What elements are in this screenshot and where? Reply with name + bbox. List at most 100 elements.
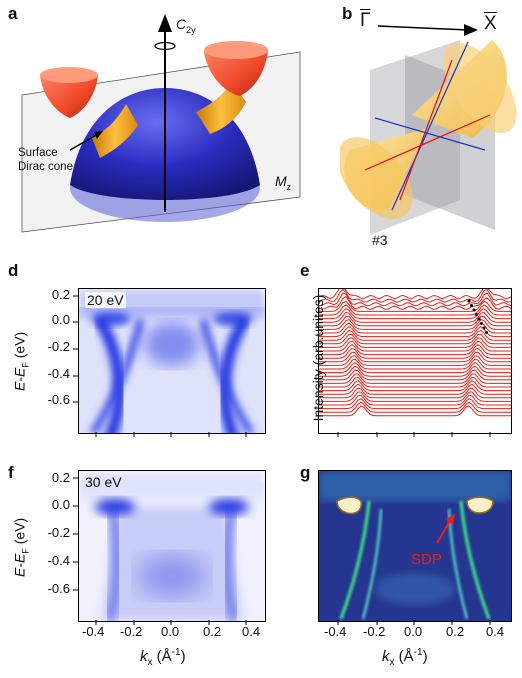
g-bulk-speckle xyxy=(375,573,455,605)
d-photon-energy: 20 eV xyxy=(85,292,126,308)
panel-letter-e: e xyxy=(300,261,310,280)
d-ytick: -0.4 xyxy=(47,366,70,381)
f-ytick: -0.4 xyxy=(47,553,70,568)
edc-curve xyxy=(319,289,511,300)
edc-curve xyxy=(319,355,511,366)
g-sdp-label: SDP xyxy=(411,551,442,568)
edc-peak-marker xyxy=(472,308,476,312)
d-ytick: 0.2 xyxy=(51,287,70,302)
cut-number-label: #3 xyxy=(372,232,388,248)
f-xtick: 0.0 xyxy=(161,624,180,639)
surface-dirac-cone-annotation: Surface Dirac cone xyxy=(18,147,73,173)
edc-curve xyxy=(319,394,511,406)
edc-curve xyxy=(319,296,511,310)
f-xtick: -0.2 xyxy=(120,624,143,639)
edc-curve xyxy=(319,337,511,348)
edc-curve xyxy=(319,300,511,312)
edc-curve xyxy=(319,358,511,370)
panel-letter-b: b xyxy=(342,4,353,23)
edc-curve xyxy=(319,387,511,399)
f-xtick: 0.4 xyxy=(242,624,261,639)
edc-curve xyxy=(319,289,511,303)
panel-a-illustration xyxy=(21,14,301,233)
edc-peak-marker xyxy=(477,317,481,321)
f-ytick: 0.0 xyxy=(51,497,70,512)
upper-cone-right-rim xyxy=(204,41,268,59)
f-xtick: 0.2 xyxy=(203,624,222,639)
edc-curve xyxy=(319,373,511,384)
panel-f-yaxis: 0.2 0.0 -0.2 -0.4 -0.6 xyxy=(40,470,78,620)
gamma-x-arrowhead xyxy=(464,24,478,36)
panel-g-curvature xyxy=(319,471,511,621)
g-xtick: -0.2 xyxy=(363,624,386,639)
edc-peak-marker xyxy=(485,331,488,334)
g-xlabel: kx (Å-1) xyxy=(382,647,428,668)
g-right-outer-band xyxy=(459,500,491,620)
edc-curve xyxy=(319,351,511,363)
panel-letter-d: d xyxy=(8,261,19,280)
g-left-outer-band xyxy=(339,500,371,620)
blue-line-2 xyxy=(374,117,486,151)
f-xtick: -0.4 xyxy=(82,624,105,639)
edc-peak-marker xyxy=(482,326,486,330)
edc-curve xyxy=(319,304,511,316)
f-xlabel: kx (Å-1) xyxy=(140,647,186,668)
g-xtick: 0.4 xyxy=(486,624,505,639)
edc-curve xyxy=(319,361,511,374)
panel-d-yaxis: 0.2 0.0 -0.2 -0.4 -0.6 xyxy=(40,287,78,432)
c2y-label: C2y xyxy=(176,16,196,35)
edc-curve xyxy=(319,398,511,410)
panel-letter-a: a xyxy=(8,4,18,23)
rotation-arrow xyxy=(154,41,176,51)
surface-dirac-sheet-right xyxy=(196,82,246,134)
edc-curve xyxy=(319,369,511,381)
d-left-fermi-spot xyxy=(91,312,131,326)
panel-f-xaxis: -0.4 -0.2 0.0 0.2 0.4 xyxy=(78,624,264,644)
edc-curve xyxy=(319,333,511,345)
red-line-2 xyxy=(364,114,491,171)
panel-letter-g: g xyxy=(300,463,311,482)
edc-curve xyxy=(319,292,511,307)
edc-peak-marker xyxy=(467,299,471,303)
c2y-axis-arrowhead xyxy=(158,14,172,32)
edc-curve xyxy=(319,376,511,388)
g-xtick: 0.0 xyxy=(404,624,423,639)
f-right-fermi-spot xyxy=(209,499,249,515)
g-fermi-noise xyxy=(319,471,511,501)
edc-curve xyxy=(319,383,511,395)
d-right-fermi-spot xyxy=(213,312,253,326)
annotation-pointer-head xyxy=(94,131,103,139)
panel-g-plot: SDP xyxy=(318,470,512,622)
edc-curve xyxy=(319,319,511,330)
edc-peak-marker xyxy=(470,304,473,307)
f-fermi-noise xyxy=(79,471,265,499)
panel-d-plot: 20 eV xyxy=(78,288,266,434)
panel-b-illustration xyxy=(340,24,517,235)
f-ytick: -0.6 xyxy=(47,581,70,596)
panel-e-edc-stack xyxy=(319,289,511,417)
f-right-band xyxy=(221,510,240,621)
mz-label: Mz xyxy=(275,173,292,192)
edc-curve xyxy=(319,329,511,341)
g-xtick: -0.4 xyxy=(324,624,347,639)
g-left-inner-band xyxy=(361,508,383,620)
edc-curve xyxy=(319,405,511,417)
edc-curve xyxy=(319,343,511,356)
gamma-x-arrow xyxy=(377,25,469,31)
upper-cone-left-rim xyxy=(40,67,98,83)
f-ytick: 0.2 xyxy=(51,470,70,485)
edc-peak-marker xyxy=(480,322,483,325)
edc-curve xyxy=(319,322,511,334)
edc-curve xyxy=(319,340,511,352)
edc-curve xyxy=(319,391,511,402)
panel-letter-f: f xyxy=(8,463,14,482)
surface-dirac-sheet-left xyxy=(92,104,138,158)
panel-e-plot xyxy=(318,288,512,434)
f-left-band xyxy=(104,510,123,621)
panel-f-plot: 30 eV xyxy=(78,470,266,622)
d-ytick: -0.2 xyxy=(47,339,70,354)
edc-curve xyxy=(319,347,511,359)
g-sdp-arrowhead xyxy=(446,514,455,525)
e-ylabel: Intensity (arb.unites) xyxy=(310,294,326,422)
d-ytick: -0.6 xyxy=(47,392,70,407)
